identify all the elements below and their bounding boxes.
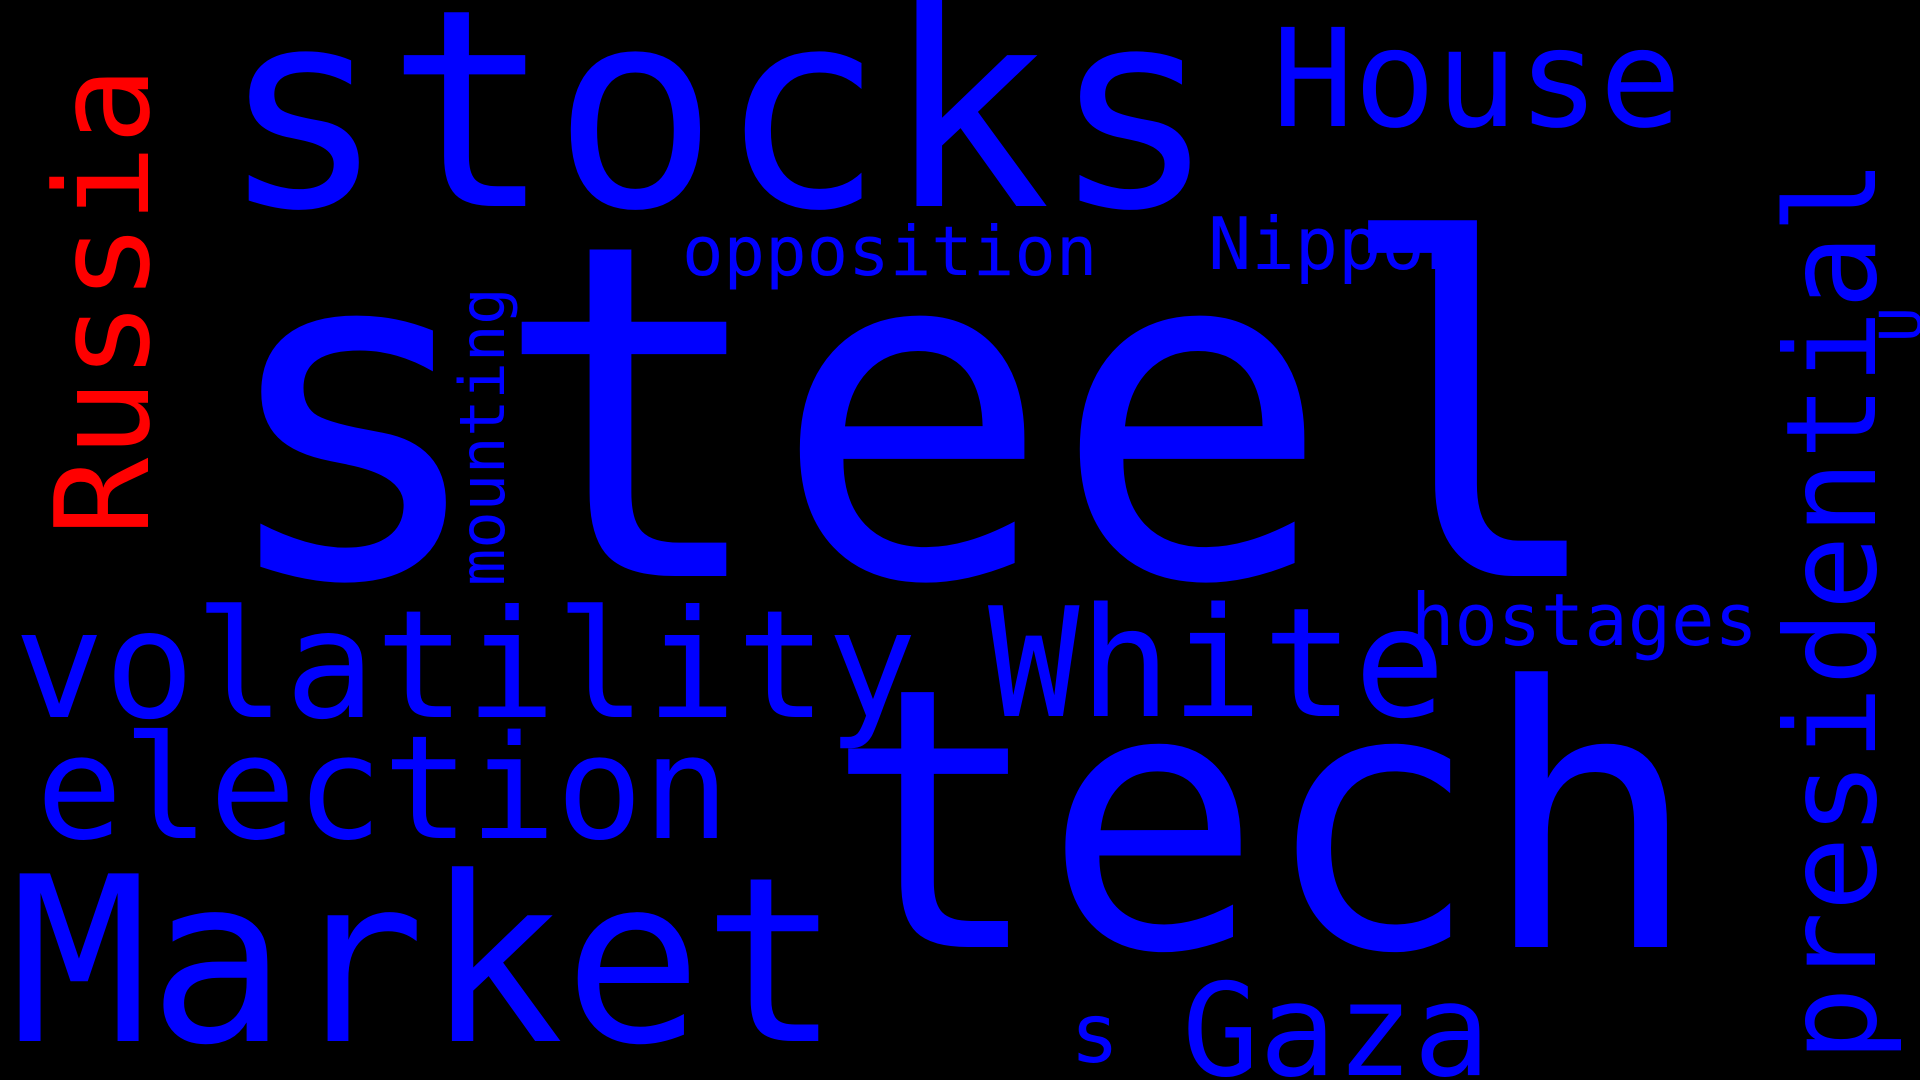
word-gaza: Gaza xyxy=(1182,957,1491,1080)
word-house: House xyxy=(1272,1,1682,159)
word-election: election xyxy=(36,704,730,872)
word-opposition: opposition xyxy=(682,212,1098,292)
word-russia: Russia xyxy=(27,66,179,536)
word-mounting: mounting xyxy=(446,287,519,586)
word-u: U xyxy=(1867,307,1920,342)
word-tech: tech xyxy=(825,610,1700,1033)
word-hostages: hostages xyxy=(1411,578,1758,662)
word-market: Market xyxy=(10,829,841,1080)
word-s: s xyxy=(1070,987,1120,1080)
word-steel: steel xyxy=(212,144,1612,686)
word-presidential: presidential xyxy=(1760,158,1905,1062)
word-nippon: Nippon xyxy=(1208,202,1469,286)
word-white: White xyxy=(988,575,1446,752)
word-stocks: stocks xyxy=(220,0,1217,272)
word-volatility: volatility xyxy=(14,579,918,753)
